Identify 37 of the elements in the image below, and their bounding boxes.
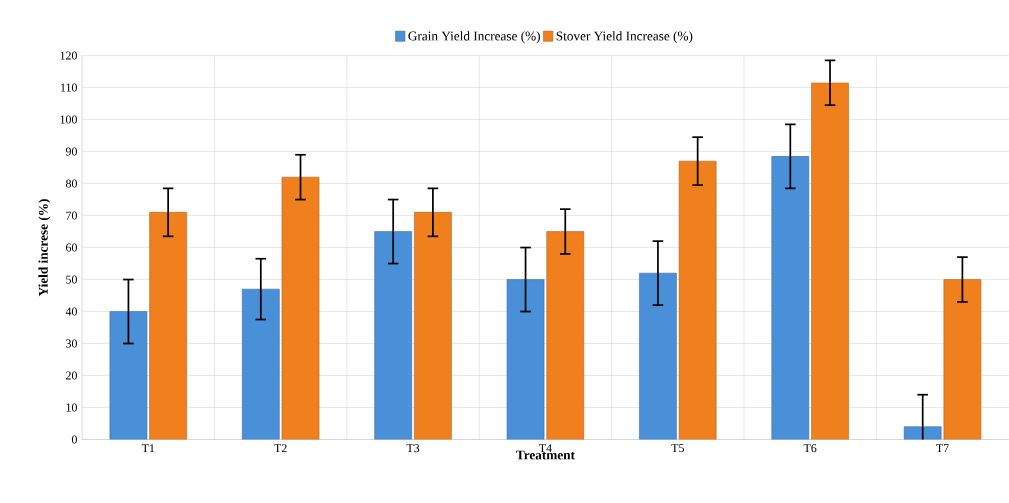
- bar: [811, 82, 849, 440]
- x-tick-label: T7: [936, 444, 949, 452]
- bar: [414, 212, 452, 440]
- y-tick-label: 80: [65, 179, 77, 188]
- legend-label: Grain Yield Increase (%): [408, 31, 540, 44]
- y-tick-label: 100: [60, 115, 77, 124]
- bar: [242, 288, 280, 440]
- x-tick-label: T6: [803, 444, 817, 453]
- bar: [374, 231, 412, 440]
- x-tick-label: T2: [274, 444, 287, 453]
- y-tick-label: 60: [66, 243, 77, 252]
- y-tick-label: 120: [60, 51, 77, 60]
- y-axis-title: Yield increse (%): [38, 199, 51, 297]
- x-axis-title: Treatment: [516, 450, 575, 460]
- bar: [546, 231, 585, 440]
- x-tick-label: T1: [141, 444, 155, 453]
- y-tick-label: 10: [66, 403, 77, 412]
- y-tick-label: 40: [65, 307, 77, 316]
- y-tick-label: 90: [65, 147, 77, 156]
- y-tick-label: 110: [61, 83, 77, 92]
- x-tick-label: T4: [539, 444, 552, 452]
- x-tick-label: T5: [671, 444, 684, 453]
- bar: [149, 212, 187, 440]
- bar: [943, 279, 982, 440]
- y-tick-label: 0: [71, 435, 77, 444]
- x-tick-label: T3: [406, 444, 420, 453]
- legend-label: Stover Yield Increase (%): [556, 31, 693, 44]
- y-tick-label: 70: [66, 211, 77, 220]
- bar: [506, 279, 545, 440]
- bar: [678, 160, 717, 440]
- y-tick-label: 20: [66, 371, 77, 380]
- bar: [639, 272, 677, 440]
- bar: [109, 311, 148, 440]
- y-tick-label: 30: [66, 339, 77, 348]
- bar: [771, 156, 810, 440]
- y-tick-label: 50: [66, 275, 77, 284]
- bar: [281, 176, 320, 440]
